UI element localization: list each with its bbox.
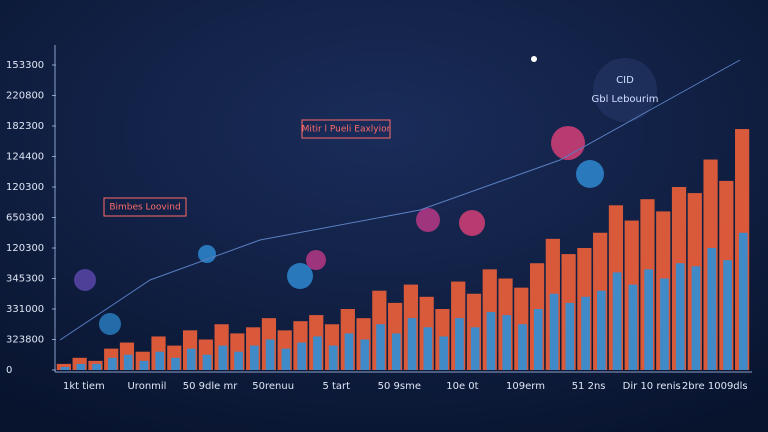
bar (549, 293, 559, 370)
bar (297, 342, 306, 370)
bar (612, 272, 622, 370)
y-tick-label: 0 (6, 365, 12, 376)
bar (265, 339, 275, 370)
annotation: CID (616, 75, 634, 86)
x-tick-label: 5 tart (322, 381, 350, 392)
bar (250, 345, 259, 370)
y-tick-label: 182300 (6, 121, 44, 132)
annotation: Gbl Lebourim (591, 94, 658, 105)
y-tick-label: 153300 (6, 60, 44, 71)
bar (738, 232, 748, 370)
bar (628, 284, 638, 370)
bar (281, 348, 291, 370)
x-tick-label: 51 2ns (572, 381, 606, 392)
x-tick-label: 10e 0t (446, 381, 478, 392)
bar (328, 345, 338, 370)
x-tick-label: 1kt tiem (63, 381, 105, 392)
x-tick-label: Dir 10 renis (623, 381, 681, 392)
y-tick-label: 120300 (6, 182, 44, 193)
bar (470, 327, 480, 370)
bar (234, 351, 243, 370)
bar (360, 339, 370, 370)
bar (660, 278, 669, 370)
bar (502, 315, 512, 370)
x-tick-label: 50 9dle mr (183, 381, 238, 392)
x-tick-label: 50 9sme (378, 381, 421, 392)
y-tick-label: 323800 (6, 335, 44, 346)
bar (108, 357, 117, 370)
bar (565, 302, 575, 370)
bar (139, 360, 149, 370)
decorations (59, 56, 741, 341)
bar (486, 312, 496, 370)
bar (723, 260, 732, 370)
bar (455, 318, 464, 370)
bar (518, 324, 527, 370)
y-tick-label: 124400 (6, 152, 44, 163)
x-tick-label: 2bre 1009dls (682, 381, 748, 392)
bar (391, 333, 401, 370)
y-tick-label: 345300 (6, 274, 44, 285)
bar (344, 333, 354, 370)
bar (675, 263, 685, 370)
bar (186, 348, 196, 370)
bar (313, 336, 322, 370)
bar (581, 296, 590, 370)
bar (92, 363, 101, 370)
bar (202, 354, 212, 370)
x-tick-label: Uronmil (127, 381, 166, 392)
bar (60, 366, 70, 370)
bar (691, 266, 701, 370)
bar (155, 351, 165, 370)
bar (376, 324, 385, 370)
bar (76, 363, 86, 370)
y-tick-label: 120300 (6, 243, 44, 254)
bar (644, 269, 653, 370)
bar (407, 318, 417, 370)
bar (597, 290, 606, 370)
bar (171, 357, 180, 370)
y-tick-label: 220800 (6, 91, 44, 102)
bar (533, 309, 543, 370)
bar (218, 345, 228, 370)
annotation: Mitir l Pueli Eaxlyior (302, 125, 391, 135)
y-tick-label: 650300 (6, 213, 44, 224)
x-tick-label: 50renuu (252, 381, 294, 392)
annotation: Bimbes Loovind (109, 203, 180, 213)
bar (123, 354, 133, 370)
bar (439, 336, 448, 370)
y-tick-label: 331000 (6, 304, 44, 315)
bar (423, 327, 433, 370)
bar (707, 248, 717, 370)
x-tick-label: 109erm (506, 381, 545, 392)
